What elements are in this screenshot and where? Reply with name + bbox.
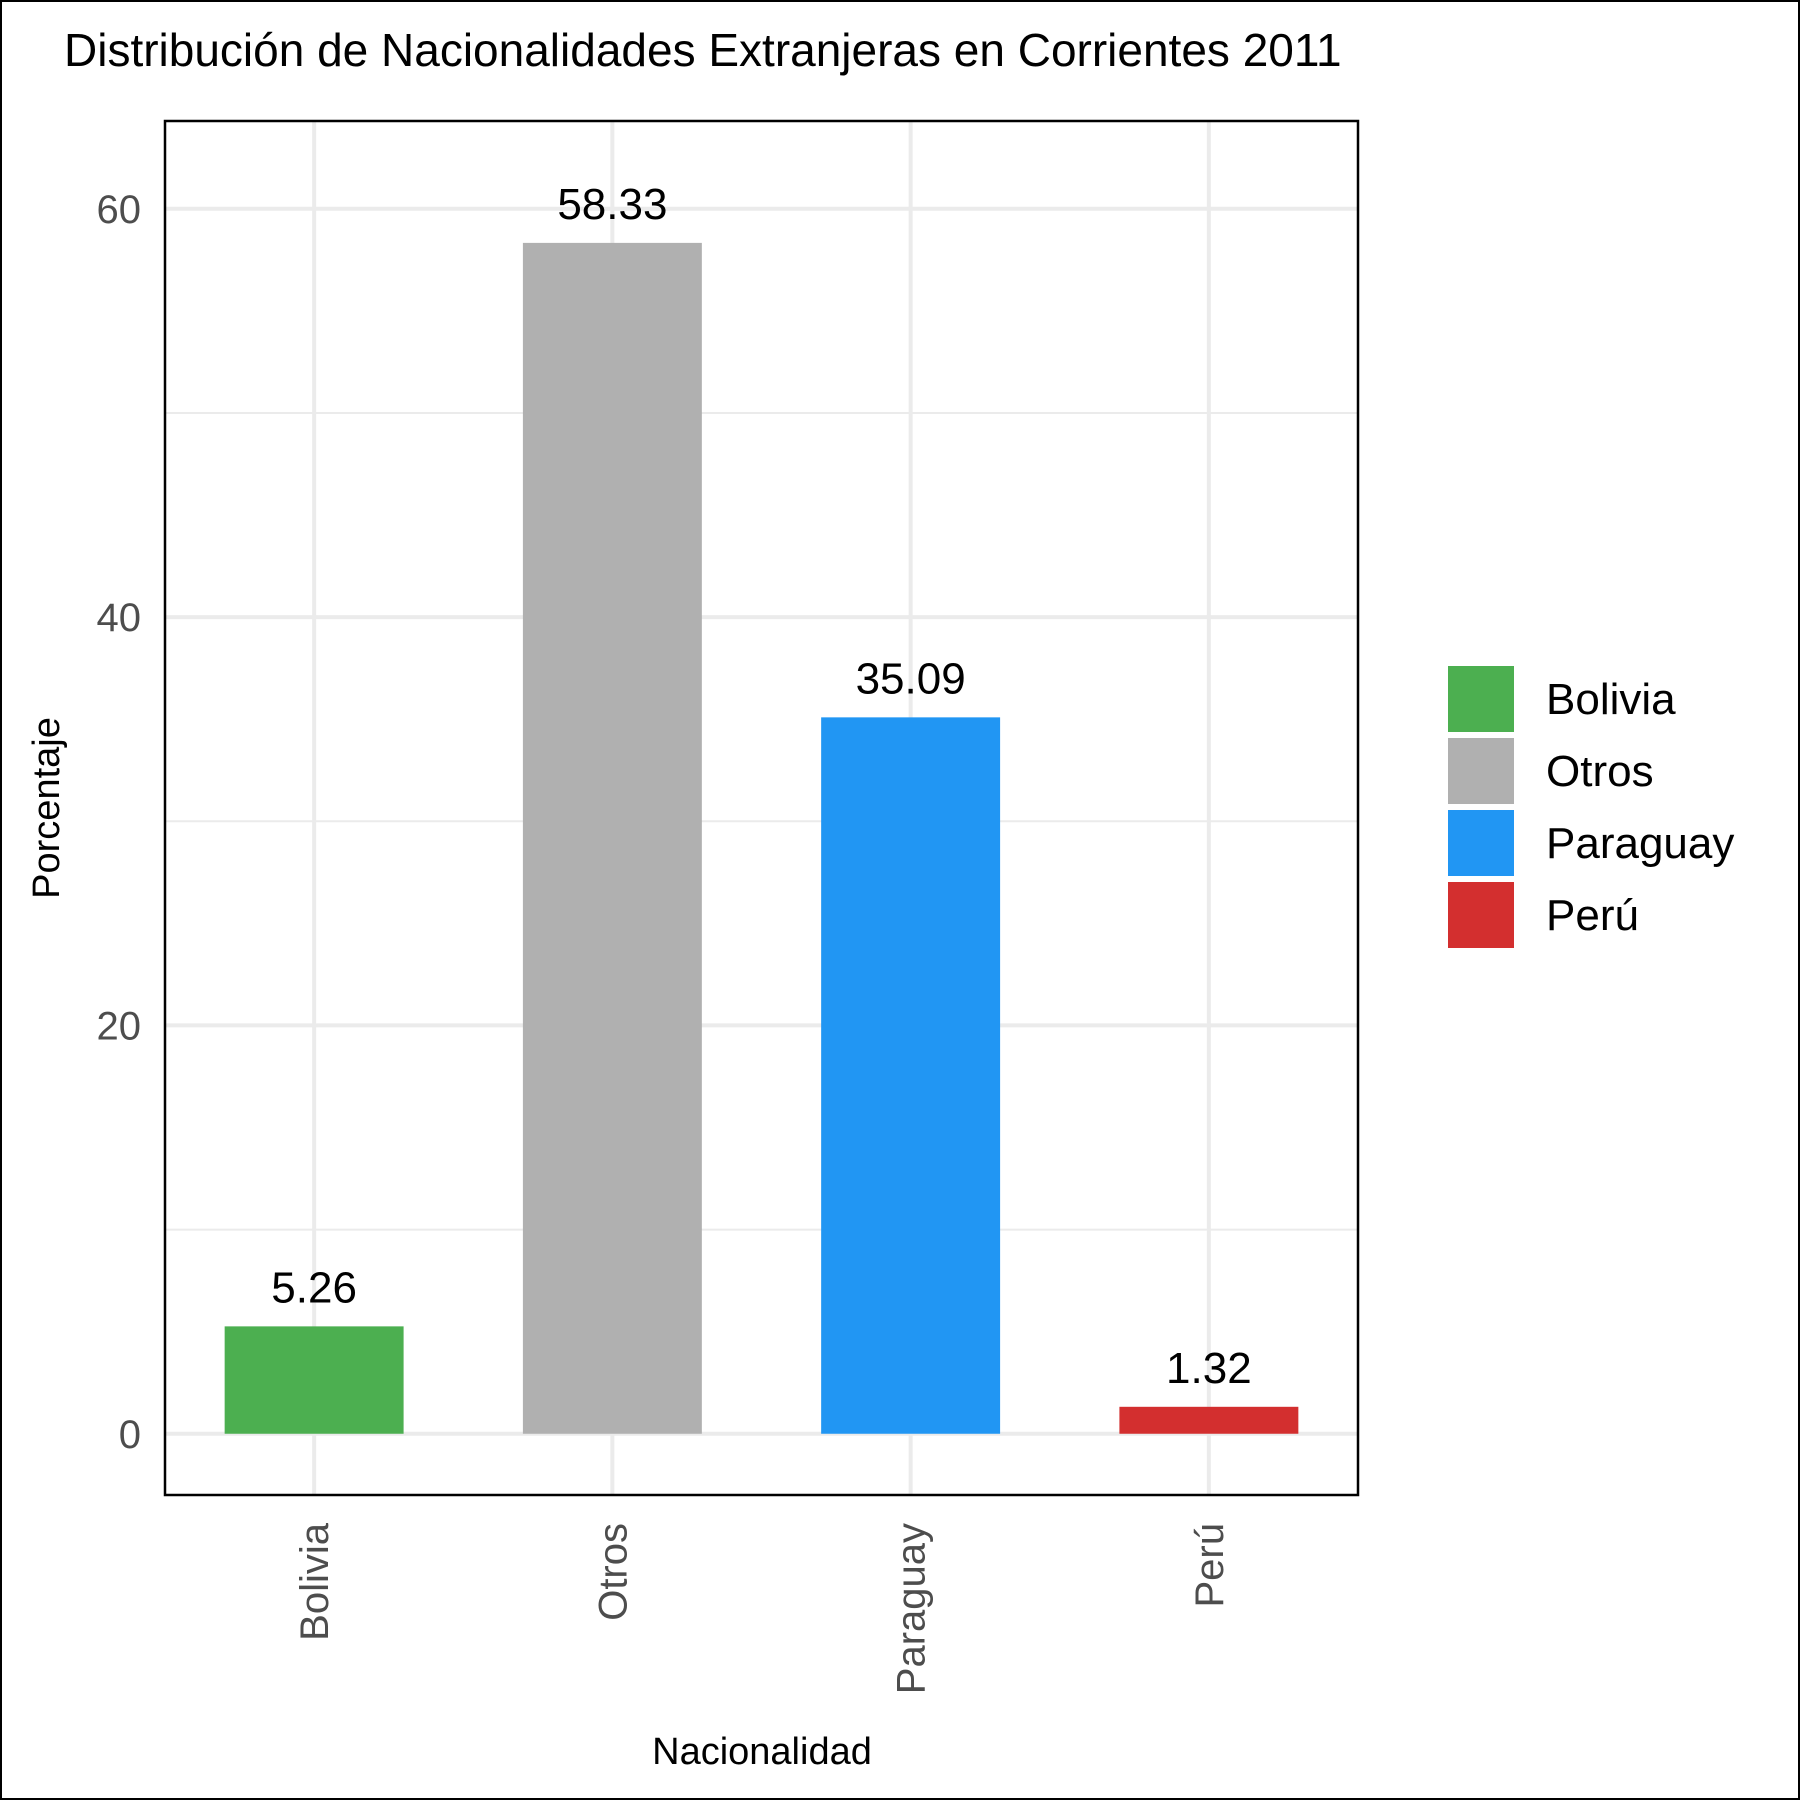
legend-label: Perú [1546, 891, 1639, 940]
data-label: 1.32 [1166, 1344, 1252, 1393]
x-tick-label: Perú [1188, 1523, 1232, 1608]
legend-key-perú [1448, 882, 1514, 948]
y-tick-label: 40 [97, 596, 142, 640]
data-label: 5.26 [271, 1263, 357, 1312]
bar-paraguay [821, 717, 1001, 1434]
x-tick-label: Otros [591, 1523, 635, 1621]
legend-label: Paraguay [1546, 819, 1734, 868]
legend-key-otros [1448, 738, 1514, 804]
x-axis-title: Nacionalidad [652, 1731, 872, 1773]
y-tick-label: 60 [97, 188, 142, 232]
bar-otros [522, 242, 702, 1434]
legend-key-bolivia [1448, 666, 1514, 732]
y-axis-title: Porcentaje [26, 717, 68, 899]
data-label: 35.09 [856, 654, 966, 703]
legend-label: Otros [1546, 747, 1654, 796]
data-label: 58.33 [557, 180, 667, 229]
bar-bolivia [224, 1326, 404, 1434]
legend-key-paraguay [1448, 810, 1514, 876]
panel-border [163, 119, 1360, 1497]
x-tick-label: Bolivia [293, 1522, 337, 1641]
chart-title: Distribución de Nacionalidades Extranjer… [64, 24, 1342, 76]
y-tick-label: 0 [119, 1413, 141, 1457]
bar-perú [1119, 1406, 1299, 1434]
legend: Bolivia Otros Paraguay Perú [1448, 666, 1734, 948]
x-tick-label: Paraguay [890, 1523, 934, 1694]
legend-label: Bolivia [1546, 675, 1676, 724]
plot-panel: 0 20 40 60 5.26 58.33 35.09 1.32 Bolivia Otros Par… [97, 119, 1360, 1694]
y-tick-label: 20 [97, 1004, 142, 1048]
